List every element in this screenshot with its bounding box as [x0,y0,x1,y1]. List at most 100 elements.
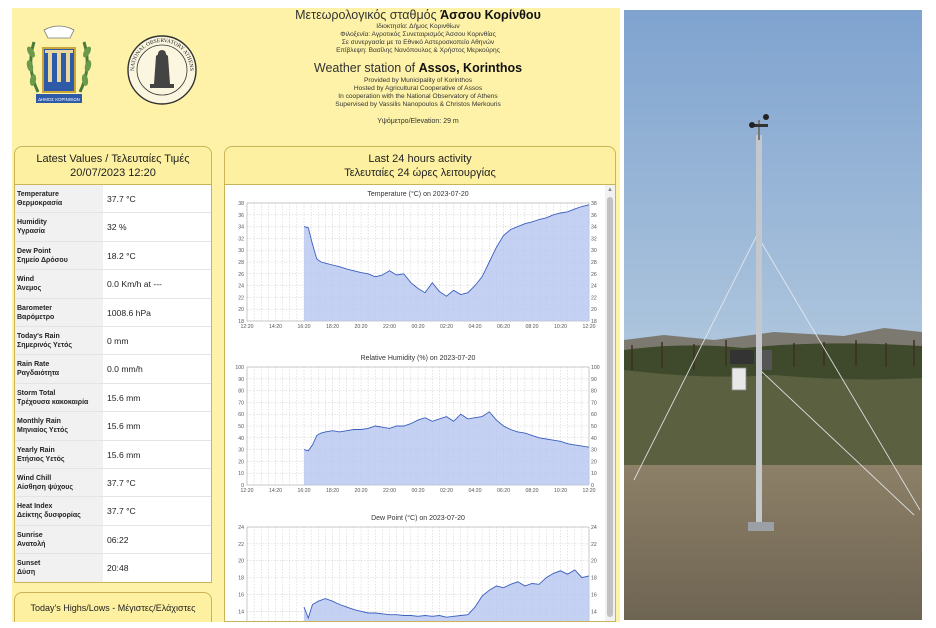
y-tick-label-left: 60 [238,412,244,418]
y-tick-label-right: 40 [591,436,597,442]
value-row: Wind Άνεμος 0.0 Km/h at --- [15,270,211,299]
x-tick-label: 22:00 [383,324,396,330]
value-label-en: Heat Index [17,503,53,511]
chart-title: Dew Point (°C) on 2023-07-20 [371,514,465,522]
value-reading: 20:48 [107,563,129,574]
value-label-gr: Μηνιαίος Υετός [17,427,68,435]
value-row: Heat Index Δείκτης δυσφορίας 37.7 °C [15,497,211,526]
header-line-gr-1: Φιλοξενία: Αγροτικός Συνεταιρισμός Άσσου… [340,31,496,39]
value-label-gr: Ραγδαιότητα [17,370,60,378]
x-tick-label: 06:20 [497,324,510,330]
y-tick-label-right: 100 [591,365,600,371]
value-row: Storm Total Τρέχουσα κακοκαιρία 15.6 mm [15,383,211,413]
y-tick-label-right: 18 [591,319,597,325]
value-label-gr: Σημείο Δρόσου [17,256,68,264]
value-label-en: Dew Point [17,247,51,255]
value-label-en: Temperature [17,191,59,198]
y-tick-label-left: 20 [238,307,244,313]
value-reading: 06:22 [107,534,129,545]
series-line [303,204,590,297]
y-tick-label-left: 22 [238,295,244,301]
y-tick-label-left: 90 [238,377,244,383]
y-tick-label-right: 26 [591,272,597,278]
y-tick-label-right: 30 [591,248,597,254]
value-label-en: Wind [17,276,35,284]
value-label: Wind Άνεμος [15,270,103,298]
municipality-logo: ΔΗΜΟΣ ΚΟΡΙΝΘΙΩΝ [26,25,92,103]
value-label: Storm Total Τρέχουσα κακοκαιρία [15,383,103,412]
value-label-en: Humidity [17,219,47,227]
x-tick-label: 00:20 [412,324,425,330]
y-tick-label-left: 24 [238,284,244,290]
y-tick-label-right: 0 [591,483,594,489]
header-text: Μετεωρολογικός σταθμός Άσσου Κορίνθου Ιδ… [212,8,620,126]
municipality-logo-text: ΔΗΜΟΣ ΚΟΡΙΝΘΙΩΝ [38,97,80,102]
value-row: Rain Rate Ραγδαιότητα 0.0 mm/h [15,355,211,384]
x-tick-label: 20:20 [355,324,368,330]
value-label-gr: Άνεμος [17,285,42,293]
x-tick-label: 18:20 [326,488,339,494]
scroll-thumb[interactable] [607,197,613,617]
value-reading: 15.6 mm [107,421,141,432]
y-tick-label-right: 80 [591,389,597,395]
header-line-en-1: Hosted by Agricultural Cooperative of As… [353,84,483,92]
value-row: Today's Rain Σημερινός Υετός 0 mm [15,326,211,356]
x-tick-label: 14:20 [269,324,282,330]
latest-values-table: Temperature Θερμοκρασία 37.7 °C Humidity Υγρ… [14,184,212,584]
highs-lows-title[interactable]: Today's Highs/Lows - Μέγιστες/Ελάχιστες [14,592,212,622]
value-label-en: Sunrise [17,531,43,539]
value-label-en: Sunset [17,560,41,568]
chart-title: Temperature (°C) on 2023-07-20 [367,190,468,198]
value-label: Today's Rain Σημερινός Υετός [15,326,103,355]
y-tick-label-right: 22 [591,295,597,301]
x-tick-label: 12:20 [241,324,254,330]
y-tick-label-right: 14 [591,609,597,615]
value-reading: 1008.6 hPa [107,307,151,318]
value-row: Dew Point Σημείο Δρόσου 18.2 °C [15,241,211,271]
x-tick-label: 14:20 [269,488,282,494]
y-tick-label-left: 50 [238,424,244,430]
value-reading: 0.0 mm/h [107,364,143,375]
y-tick-label-left: 10 [238,471,244,477]
value-row: Temperature Θερμοκρασία 37.7 °C [15,185,211,214]
charts-frame[interactable]: Temperature (°C) on 2023-07-20 18 18 20 20 22… [224,184,616,622]
header-line-gr-0: Ιδιοκτησία: Δήμος Κορινθίων [376,23,460,31]
y-tick-label-right: 22 [591,542,597,548]
series-area [304,411,589,485]
x-tick-label: 10:20 [554,324,567,330]
value-label: Rain Rate Ραγδαιότητα [15,355,103,383]
y-tick-label-right: 60 [591,412,597,418]
value-label: Monthly Rain Μηνιαίος Υετός [15,412,103,440]
y-tick-label-left: 40 [238,436,244,442]
y-tick-label-right: 34 [591,225,597,231]
value-row: Yearly Rain Ετήσιος Υετός 15.6 mm [15,440,211,469]
y-tick-label-right: 24 [591,525,597,531]
y-tick-label-left: 30 [238,248,244,254]
series-area [304,570,589,621]
x-tick-label: 12:20 [583,324,596,330]
x-tick-label: 04:20 [469,324,482,330]
value-reading: 37.7 °C [107,194,136,204]
header-line-en-2: In cooperation with the National Observa… [338,92,498,100]
value-label: Heat Index Δείκτης δυσφορίας [15,497,103,525]
y-tick-label-right: 70 [591,400,597,406]
value-reading: 0.0 Km/h at --- [107,279,162,290]
value-label: Barometer Βαρόμετρο [15,298,103,326]
x-tick-label: 16:20 [298,488,311,494]
scroll-up-arrow-icon[interactable]: ▲ [607,187,613,193]
value-label-gr: Βαρόμετρο [17,313,55,321]
value-label: Humidity Υγρασία [15,213,103,241]
value-label-gr: Θερμοκρασία [17,200,63,207]
x-tick-label: 16:20 [298,324,311,330]
header-line-en-3: Supervised by Vassilis Nanopoulos & Chri… [335,100,501,108]
chart-1: Relative Humidity (%) on 2023-07-20 0 0 10 1… [235,355,599,494]
y-tick-label-right: 16 [591,592,597,598]
value-label-en: Yearly Rain [17,446,55,454]
value-label-gr: Υγρασία [17,228,45,236]
observatory-seal: NATIONAL OBSERVATORY ATHENS [127,35,197,105]
charts-scrollbar[interactable]: ▲ [605,185,615,621]
value-label-gr: Ανατολή [17,540,46,548]
value-row: Barometer Βαρόμετρο 1008.6 hPa [15,298,211,327]
y-tick-label-right: 50 [591,424,597,430]
station-title-en: Weather station of Assos, Korinthos [313,61,523,76]
